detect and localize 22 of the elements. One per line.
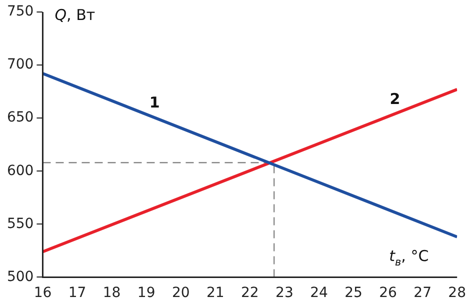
x-tick-label: 23 [276,285,294,302]
y-tick-label: 500 [6,268,34,285]
y-axis-title: Q, Вт [54,6,96,24]
x-tick-label: 16 [34,285,52,302]
x-tick-label: 24 [310,285,328,302]
x-tick-label: 28 [448,285,466,302]
x-tick-label: 18 [102,285,121,302]
y-tick-label: 750 [6,4,34,20]
series-label: 2 [390,90,400,108]
x-tick-label: 26 [379,285,398,302]
y-tick-label: 650 [6,110,34,126]
y-tick-label: 550 [6,216,34,232]
series-label: 1 [149,94,160,112]
x-tick-label: 20 [172,285,190,302]
y-tick-label: 700 [6,56,34,73]
x-tick-label: 21 [206,285,224,302]
y-tick-label: 600 [6,162,34,179]
x-tick-label: 17 [68,285,86,302]
x-tick-label: 22 [240,285,259,302]
x-tick-label: 27 [414,285,432,302]
x-tick-label: 25 [344,285,362,302]
x-tick-label: 19 [137,285,156,302]
